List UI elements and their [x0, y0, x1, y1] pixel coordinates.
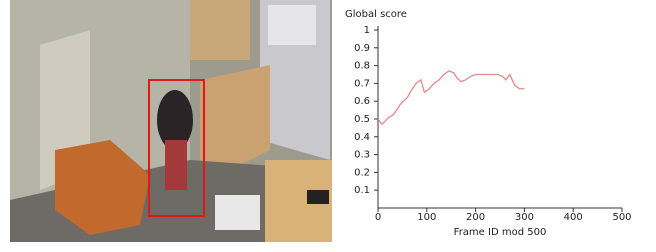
x-tick-label: 400: [564, 212, 583, 223]
person-skirt: [165, 140, 187, 190]
x-tick-label: 100: [417, 212, 436, 223]
y-tick-label: 0.5: [354, 114, 370, 125]
score-line: [378, 71, 524, 124]
y-tick-label: 0.6: [354, 96, 370, 107]
x-axis-label: Frame ID mod 500: [454, 227, 547, 238]
window: [268, 5, 316, 45]
counter: [200, 65, 270, 170]
y-tick-label: 0.2: [354, 167, 370, 178]
y-tick-label: 0.8: [354, 61, 370, 72]
y-tick-label: 0.9: [354, 43, 370, 54]
y-tick-label: 0.7: [354, 78, 370, 89]
cabinet: [190, 0, 250, 60]
phone: [307, 190, 329, 204]
x-tick-label: 300: [515, 212, 534, 223]
chart-title: Global score: [345, 9, 407, 20]
x-tick-label: 200: [466, 212, 485, 223]
y-tick-label: 1: [364, 25, 370, 36]
x-tick-label: 0: [375, 212, 381, 223]
y-tick-label: 0.3: [354, 150, 370, 161]
chair: [215, 195, 260, 230]
y-tick-label: 0.1: [354, 185, 370, 196]
x-tick-label: 500: [612, 212, 631, 223]
screen: Global score Frame ID mod 500 0.1 0.2 0.3 0…: [0, 0, 656, 248]
camera-frame: [10, 0, 332, 242]
y-tick-label: 0.4: [354, 132, 370, 143]
